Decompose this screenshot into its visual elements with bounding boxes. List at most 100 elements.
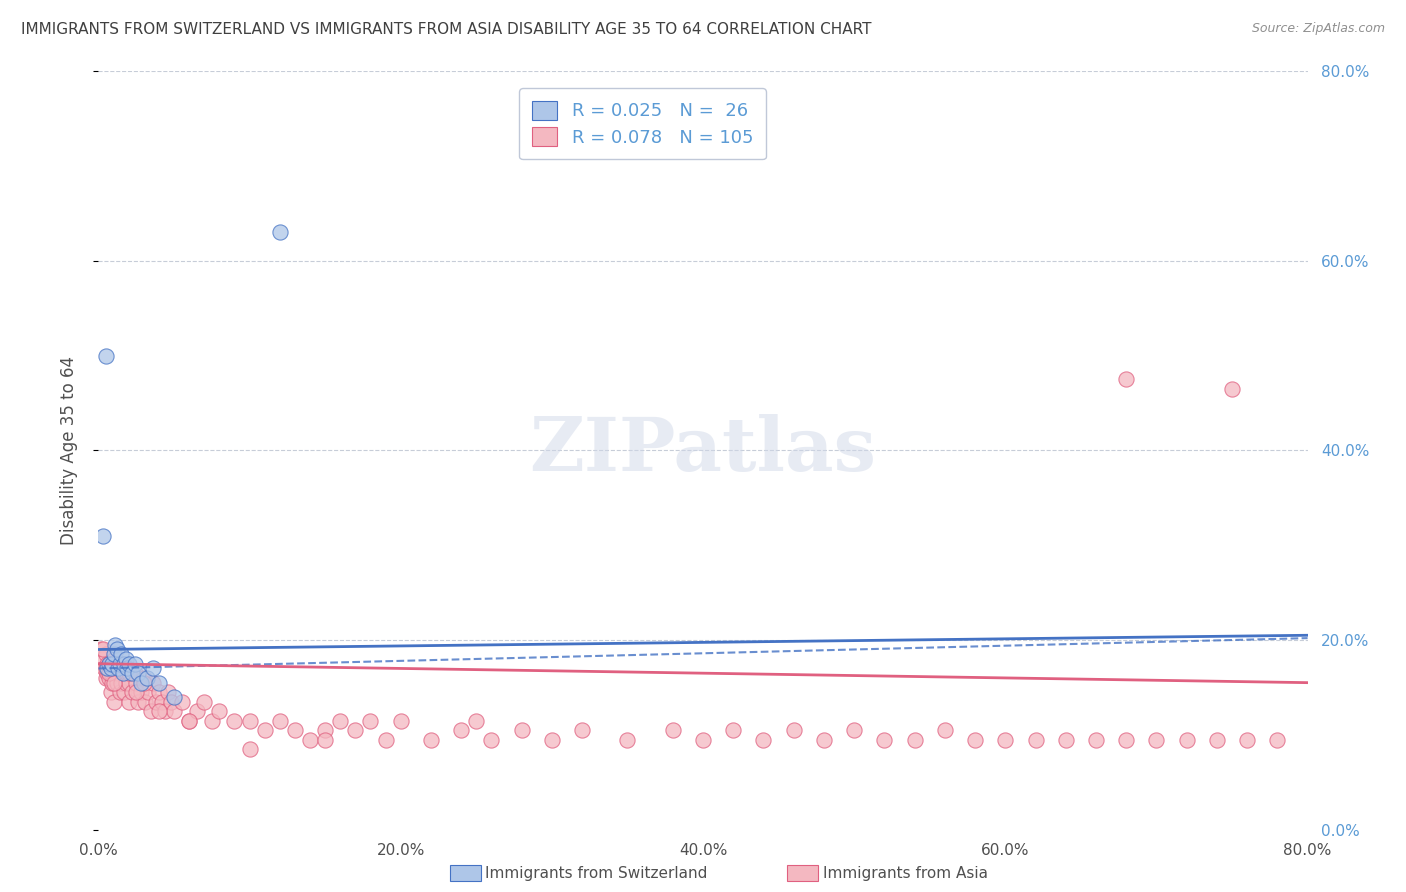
Point bbox=[269, 226, 291, 240]
Point bbox=[163, 704, 186, 718]
Point bbox=[129, 685, 152, 699]
Point bbox=[124, 657, 146, 671]
Point bbox=[1236, 732, 1258, 747]
Text: ZIPatlas: ZIPatlas bbox=[530, 414, 876, 487]
Point bbox=[224, 714, 246, 728]
Point bbox=[96, 666, 118, 681]
Point bbox=[118, 675, 141, 690]
Point bbox=[96, 661, 118, 675]
Point bbox=[100, 666, 122, 681]
Point bbox=[420, 732, 443, 747]
Point bbox=[904, 732, 927, 747]
Point bbox=[115, 661, 138, 675]
Point bbox=[1024, 732, 1046, 747]
Text: Immigrants from Switzerland: Immigrants from Switzerland bbox=[485, 866, 707, 880]
Point bbox=[193, 695, 215, 709]
Point bbox=[110, 675, 132, 690]
Point bbox=[110, 657, 132, 671]
Point bbox=[1054, 732, 1077, 747]
Point bbox=[1206, 732, 1229, 747]
Point bbox=[150, 695, 173, 709]
Point bbox=[108, 685, 131, 699]
Point bbox=[374, 732, 396, 747]
Point bbox=[91, 642, 114, 657]
Point bbox=[129, 675, 152, 690]
Point bbox=[101, 657, 124, 671]
Point bbox=[148, 704, 170, 718]
Point bbox=[844, 723, 866, 737]
Point bbox=[253, 723, 276, 737]
Point bbox=[389, 714, 412, 728]
Point bbox=[450, 723, 472, 737]
Point bbox=[145, 695, 167, 709]
Point bbox=[101, 657, 124, 671]
Point bbox=[132, 675, 155, 690]
Point bbox=[104, 638, 127, 652]
Text: IMMIGRANTS FROM SWITZERLAND VS IMMIGRANTS FROM ASIA DISABILITY AGE 35 TO 64 CORR: IMMIGRANTS FROM SWITZERLAND VS IMMIGRANT… bbox=[21, 22, 872, 37]
Point bbox=[94, 661, 117, 675]
Point bbox=[105, 675, 128, 690]
Point bbox=[481, 732, 503, 747]
Point bbox=[112, 657, 135, 671]
Point bbox=[105, 657, 128, 671]
Point bbox=[179, 714, 201, 728]
Point bbox=[121, 685, 143, 699]
Point bbox=[170, 695, 193, 709]
Point bbox=[239, 742, 262, 756]
Point bbox=[1267, 732, 1289, 747]
Point bbox=[465, 714, 488, 728]
Point bbox=[813, 732, 835, 747]
Point bbox=[141, 704, 163, 718]
Point bbox=[965, 732, 987, 747]
Point bbox=[692, 732, 714, 747]
Point bbox=[100, 661, 122, 675]
Point bbox=[114, 675, 136, 690]
Point bbox=[344, 723, 367, 737]
Point bbox=[132, 671, 155, 685]
Point bbox=[186, 704, 208, 718]
Point bbox=[934, 723, 956, 737]
Point bbox=[616, 732, 638, 747]
Point bbox=[329, 714, 352, 728]
Point bbox=[723, 723, 745, 737]
Point bbox=[98, 666, 121, 681]
Point bbox=[156, 685, 179, 699]
Point bbox=[135, 671, 157, 685]
Point bbox=[142, 661, 165, 675]
Point bbox=[1085, 732, 1108, 747]
Point bbox=[111, 666, 134, 681]
Point bbox=[111, 666, 134, 681]
Point bbox=[783, 723, 806, 737]
Point bbox=[661, 723, 683, 737]
Point bbox=[94, 647, 117, 661]
Point bbox=[121, 666, 143, 681]
Point bbox=[98, 671, 121, 685]
Point bbox=[153, 704, 176, 718]
Point bbox=[314, 723, 336, 737]
Point bbox=[284, 723, 307, 737]
Point bbox=[125, 675, 148, 690]
Point bbox=[510, 723, 533, 737]
Point bbox=[93, 661, 115, 675]
Point bbox=[103, 675, 125, 690]
Point bbox=[103, 647, 125, 661]
Point bbox=[314, 732, 336, 747]
Point bbox=[136, 685, 159, 699]
Point bbox=[108, 657, 131, 671]
Point bbox=[94, 671, 117, 685]
Point bbox=[124, 666, 146, 681]
Point bbox=[103, 647, 125, 661]
Point bbox=[115, 666, 138, 681]
Point bbox=[360, 714, 382, 728]
Point bbox=[127, 666, 149, 681]
Point bbox=[571, 723, 593, 737]
Point bbox=[100, 685, 122, 699]
Point bbox=[299, 732, 322, 747]
Point bbox=[107, 661, 129, 675]
Text: Immigrants from Asia: Immigrants from Asia bbox=[823, 866, 987, 880]
Point bbox=[873, 732, 896, 747]
Point bbox=[148, 675, 170, 690]
Point bbox=[110, 657, 132, 671]
Legend: R = 0.025   N =  26, R = 0.078   N = 105: R = 0.025 N = 26, R = 0.078 N = 105 bbox=[519, 88, 766, 160]
Point bbox=[105, 642, 128, 657]
